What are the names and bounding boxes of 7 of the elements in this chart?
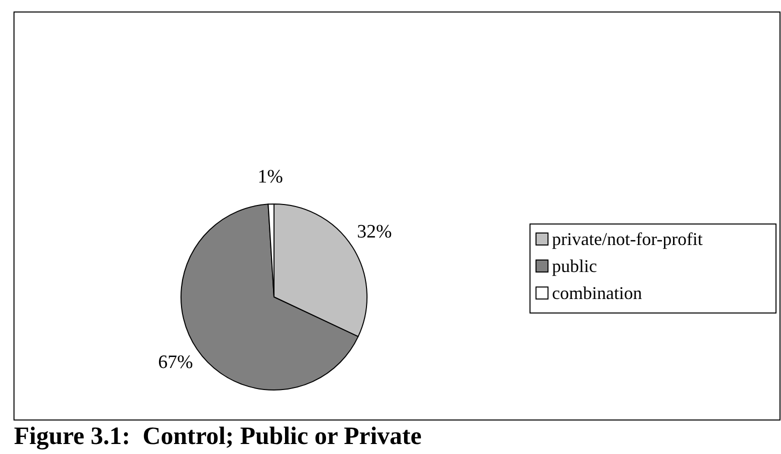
data-label: 1% (258, 166, 284, 188)
data-label: 67% (158, 352, 194, 374)
text: Figure 3.1: Control; Public or Private (14, 423, 422, 450)
legend-label: public (552, 256, 597, 276)
legend-label: combination (552, 283, 642, 303)
data-label: 32% (357, 222, 392, 243)
legend-label: private/not-for-profit (552, 229, 703, 249)
